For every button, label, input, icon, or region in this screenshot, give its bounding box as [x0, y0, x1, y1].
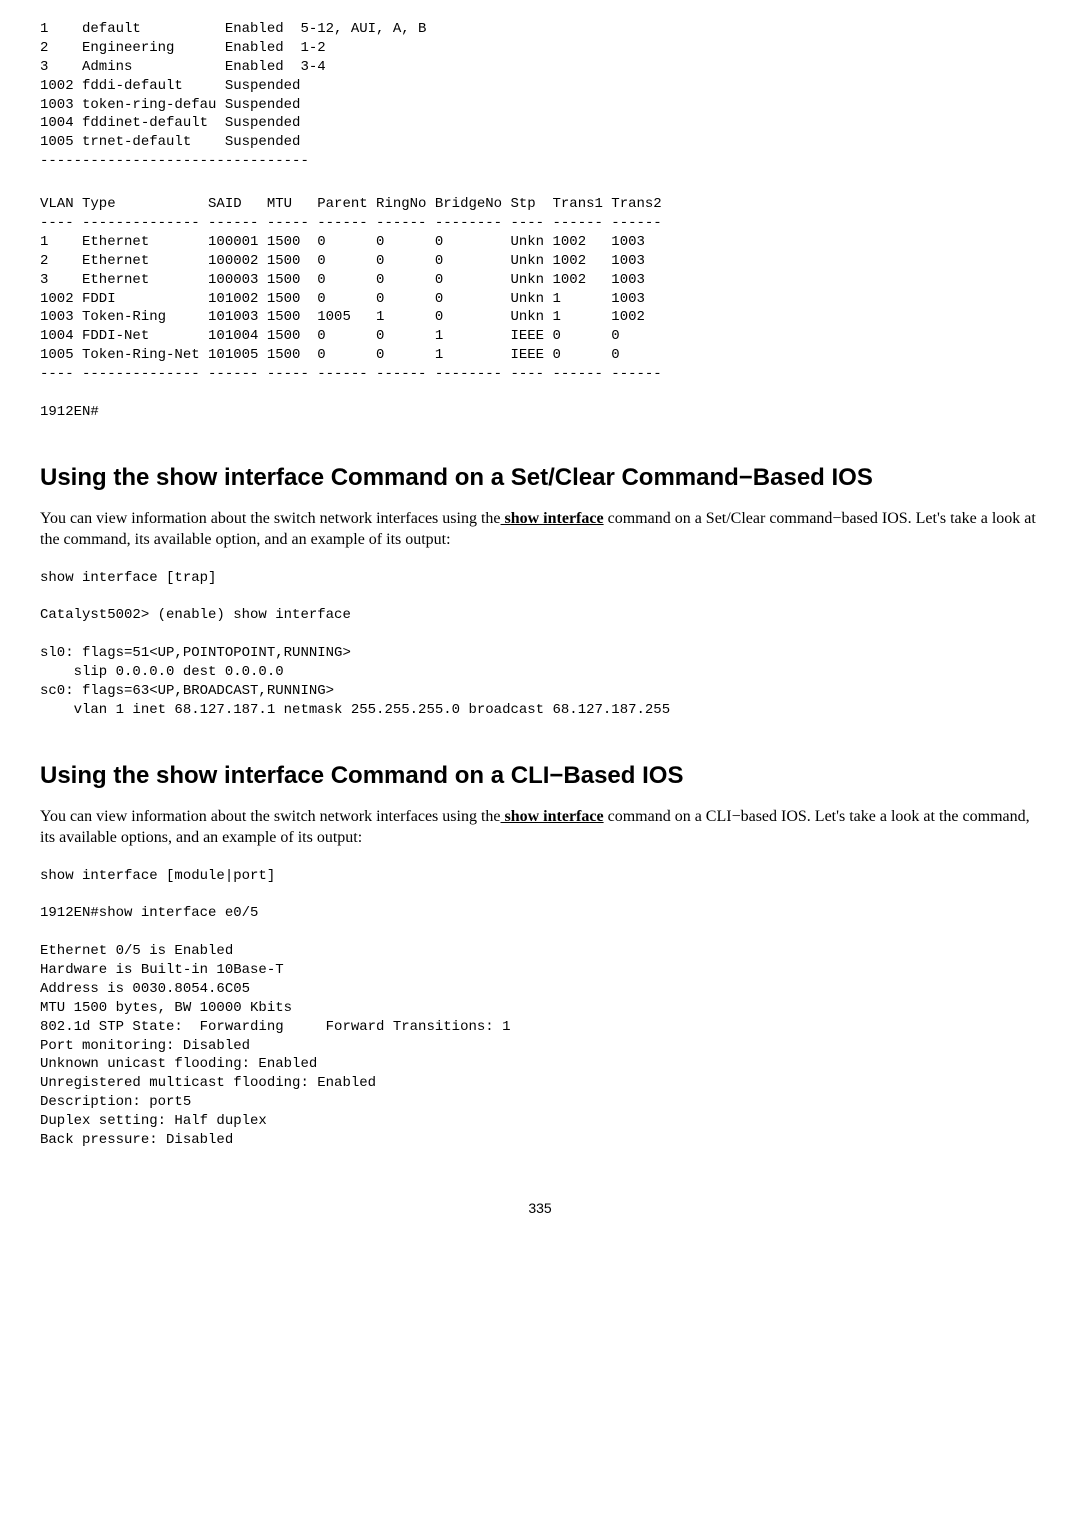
show-interface-cmd-1: show interface [501, 510, 604, 527]
section1-heading: Using the show interface Command on a Se… [40, 462, 1040, 493]
vlan-type-rows: 1 Ethernet 100001 1500 0 0 0 Unkn 1002 1… [40, 234, 662, 420]
section2-code: show interface [module|port] 1912EN#show… [40, 867, 1040, 1150]
section2-paragraph: You can view information about the switc… [40, 807, 1040, 849]
section1-code: show interface [trap] Catalyst5002> (ena… [40, 569, 1040, 720]
vlan-status-block: 1 default Enabled 5-12, AUI, A, B 2 Engi… [40, 20, 1040, 171]
section2-heading: Using the show interface Command on a CL… [40, 760, 1040, 791]
section2-para-before: You can view information about the switc… [40, 808, 501, 825]
vlan-type-table: VLAN Type SAID MTU Parent RingNo BridgeN… [40, 195, 1040, 422]
section1-para-before: You can view information about the switc… [40, 510, 501, 527]
show-interface-cmd-2: show interface [501, 808, 604, 825]
page-number: 335 [40, 1200, 1040, 1216]
section1-paragraph: You can view information about the switc… [40, 509, 1040, 551]
vlan-type-header: VLAN Type SAID MTU Parent RingNo BridgeN… [40, 196, 662, 231]
